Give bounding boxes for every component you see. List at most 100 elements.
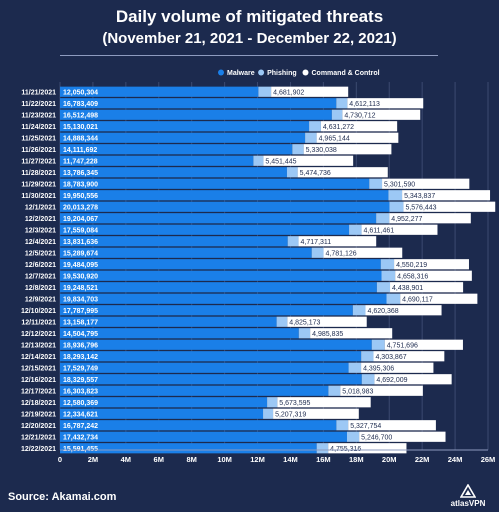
x-tick-label: 20M <box>382 455 397 464</box>
category-label: 12/16/2021 <box>21 377 56 384</box>
bar-malware <box>60 167 287 178</box>
bar-phishing <box>348 362 362 373</box>
cnc-value-label: 4,965,144 <box>319 135 350 142</box>
cnc-value-label: 4,717,311 <box>301 239 332 246</box>
cnc-value-label: 5,474,736 <box>300 170 331 177</box>
malware-value-label: 12,580,369 <box>63 400 98 407</box>
bar-command-control <box>277 397 371 408</box>
x-tick-label: 8M <box>186 455 196 464</box>
x-tick-label: 4M <box>121 455 131 464</box>
bar-malware <box>60 408 264 419</box>
malware-value-label: 13,831,636 <box>63 239 98 246</box>
bar-command-control <box>390 282 464 293</box>
category-label: 12/8/2021 <box>25 285 56 292</box>
bar-malware <box>60 132 306 143</box>
category-label: 12/4/2021 <box>25 239 56 246</box>
cnc-value-label: 4,612,113 <box>349 101 380 108</box>
bar-malware <box>60 144 293 155</box>
bar-phishing <box>376 213 390 224</box>
cnc-value-label: 4,730,712 <box>344 112 375 119</box>
bar-phishing <box>376 282 391 293</box>
bar-malware <box>60 282 377 293</box>
bar-phishing <box>287 236 299 247</box>
bar-malware <box>60 86 259 97</box>
bar-malware <box>60 305 353 316</box>
cnc-value-label: 4,681,902 <box>273 89 304 96</box>
malware-value-label: 15,591,455 <box>63 446 98 453</box>
source-note: Source: Akamai.com <box>8 491 117 503</box>
bar-malware <box>60 328 299 339</box>
category-label: 12/7/2021 <box>25 273 56 280</box>
bar-command-control <box>389 213 471 224</box>
bar-phishing <box>309 121 321 132</box>
bar-command-control <box>273 408 359 419</box>
cnc-value-label: 4,550,219 <box>396 262 427 269</box>
cnc-value-label: 4,825,173 <box>289 319 320 326</box>
atlasvpn-logo-icon <box>460 484 476 498</box>
category-label: 11/22/2021 <box>21 101 56 108</box>
bar-command-control <box>271 86 349 97</box>
legend-label: Malware <box>227 70 255 77</box>
bar-malware <box>60 420 337 431</box>
cnc-value-label: 4,755,316 <box>330 446 361 453</box>
category-label: 12/18/2021 <box>21 400 56 407</box>
bar-phishing <box>386 293 401 304</box>
category-label: 12/5/2021 <box>25 250 56 257</box>
legend-marker <box>302 69 309 76</box>
bar-command-control <box>402 190 491 201</box>
category-label: 12/10/2021 <box>21 308 56 315</box>
bar-phishing <box>388 190 403 201</box>
bar-command-control <box>328 443 407 454</box>
cnc-value-label: 5,018,983 <box>342 388 373 395</box>
malware-value-label: 19,834,703 <box>63 296 98 303</box>
category-label: 11/28/2021 <box>21 170 56 177</box>
category-label: 12/20/2021 <box>21 423 56 430</box>
bar-phishing <box>253 155 264 166</box>
cnc-value-label: 5,327,754 <box>350 423 381 430</box>
x-tick-label: 0 <box>58 455 62 464</box>
bar-command-control <box>348 420 436 431</box>
x-tick-label: 10M <box>217 455 232 464</box>
bar-phishing <box>328 385 341 396</box>
bar-command-control <box>310 328 393 339</box>
bar-malware <box>60 385 329 396</box>
bar-command-control <box>365 305 442 316</box>
malware-value-label: 19,950,556 <box>63 193 98 200</box>
category-label: 12/17/2021 <box>21 388 56 395</box>
malware-value-label: 17,787,995 <box>63 308 98 315</box>
category-label: 12/19/2021 <box>21 411 56 418</box>
legend-label: Phishing <box>267 70 297 77</box>
x-tick-label: 2M <box>88 455 98 464</box>
bar-phishing <box>331 109 343 120</box>
bar-malware <box>60 431 347 442</box>
logo-text: atlasVPN <box>450 499 486 508</box>
malware-value-label: 16,783,409 <box>63 101 98 108</box>
malware-value-label: 20,013,278 <box>63 204 98 211</box>
bar-phishing <box>361 351 374 362</box>
bar-command-control <box>395 270 472 281</box>
legend-marker <box>258 69 265 76</box>
malware-value-label: 15,289,674 <box>63 250 98 257</box>
x-tick-label: 22M <box>415 455 430 464</box>
category-label: 12/9/2021 <box>25 296 56 303</box>
bar-malware <box>60 190 389 201</box>
bar-command-control <box>340 385 423 396</box>
bar-phishing <box>286 167 298 178</box>
bar-malware <box>60 98 337 109</box>
malware-value-label: 12,334,621 <box>63 411 98 418</box>
category-label: 11/23/2021 <box>21 112 56 119</box>
category-label: 12/11/2021 <box>21 319 56 326</box>
cnc-value-label: 5,576,443 <box>405 204 436 211</box>
cnc-value-label: 4,303,867 <box>375 354 406 361</box>
title-divider <box>60 55 438 56</box>
cnc-value-label: 5,301,590 <box>384 181 415 188</box>
malware-value-label: 13,786,345 <box>63 170 98 177</box>
bar-phishing <box>349 224 362 235</box>
bar-command-control <box>359 431 446 442</box>
malware-value-label: 19,204,067 <box>63 216 98 223</box>
category-label: 11/26/2021 <box>21 147 56 154</box>
bar-phishing <box>258 86 272 97</box>
bar-phishing <box>316 443 329 454</box>
malware-value-label: 18,936,796 <box>63 342 98 349</box>
bar-command-control <box>287 316 367 327</box>
